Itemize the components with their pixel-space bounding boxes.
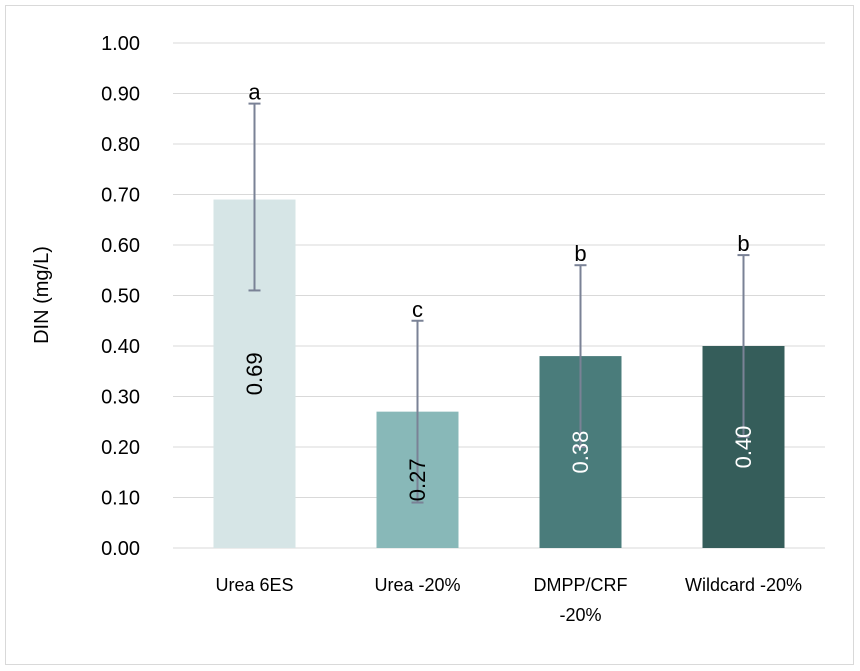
data-label: 0.69 (242, 352, 267, 395)
value-labels: 0.69 0.27 0.38 0.40 (242, 352, 756, 501)
bars (213, 199, 785, 549)
y-axis-title: DIN (mg/L) (31, 246, 53, 344)
x-axis-category-labels: Urea 6ES Urea -20% DMPP/CRF -20% Wildcard -2… (215, 575, 802, 625)
y-tick-label: 0.00 (101, 538, 140, 560)
y-tick-label: 0.40 (101, 336, 140, 358)
x-category-label: Urea -20% (374, 575, 460, 595)
significance-letter: b (737, 231, 749, 256)
significance-letter: c (412, 297, 423, 322)
error-bars (248, 102, 750, 504)
data-label: 0.40 (731, 426, 756, 469)
x-category-label: DMPP/CRF (534, 575, 628, 595)
y-tick-label: 0.90 (101, 84, 140, 106)
x-category-label: Wildcard -20% (685, 575, 802, 595)
x-category-label: -20% (559, 605, 601, 625)
x-category-label: Urea 6ES (215, 575, 293, 595)
y-tick-label: 0.20 (101, 437, 140, 459)
y-tick-label: 0.80 (101, 134, 140, 156)
data-label: 0.27 (405, 458, 430, 501)
y-tick-label: 0.30 (101, 387, 140, 409)
y-tick-label: 0.60 (101, 235, 140, 257)
significance-letter: a (248, 80, 261, 105)
y-tick-label: 0.70 (101, 185, 140, 207)
y-tick-label: 0.50 (101, 286, 140, 308)
chart-area (5, 5, 854, 665)
y-tick-label: 0.10 (101, 488, 140, 510)
data-label: 0.38 (568, 431, 593, 474)
y-axis-tick-labels: 0.00 0.10 0.20 0.30 0.40 0.50 0.60 0.70 0.80 0.90… (101, 33, 140, 560)
significance-letters: a c b b (248, 80, 749, 322)
y-tick-label: 1.00 (101, 33, 140, 55)
significance-letter: b (574, 241, 586, 266)
